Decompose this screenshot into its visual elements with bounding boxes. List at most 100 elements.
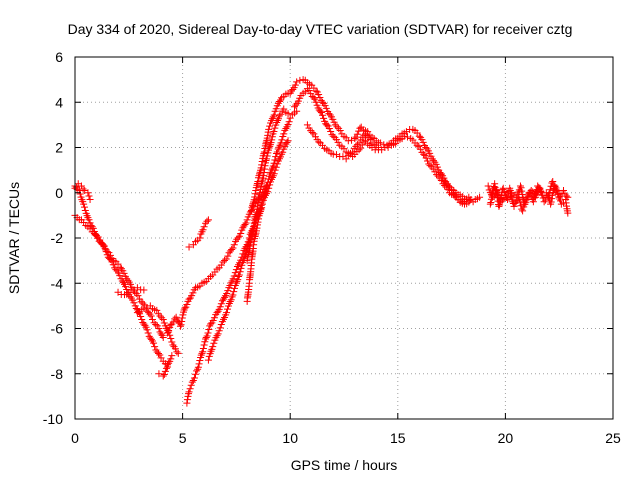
data-point xyxy=(209,317,217,325)
data-point xyxy=(268,115,276,123)
data-point xyxy=(197,351,205,359)
data-point xyxy=(284,110,292,118)
data-point xyxy=(161,367,169,375)
data-point xyxy=(333,123,341,131)
data-point xyxy=(562,192,570,200)
data-point xyxy=(203,217,211,225)
data-point xyxy=(99,241,107,249)
data-point xyxy=(227,296,235,304)
data-point xyxy=(548,195,556,203)
data-point xyxy=(195,360,203,368)
data-point xyxy=(217,300,225,308)
data-point xyxy=(403,133,411,141)
data-point xyxy=(122,283,130,291)
data-point xyxy=(234,234,242,242)
data-point xyxy=(542,189,550,197)
data-point xyxy=(305,87,313,95)
data-point xyxy=(150,339,158,347)
data-point xyxy=(336,126,344,134)
data-point xyxy=(147,312,155,320)
data-point xyxy=(199,348,207,356)
data-point xyxy=(215,327,223,335)
data-point xyxy=(487,195,495,203)
y-tick-label: -4 xyxy=(51,275,64,291)
data-point xyxy=(549,177,557,185)
data-point xyxy=(168,352,176,360)
data-point xyxy=(249,201,257,209)
data-point xyxy=(420,150,428,158)
data-point xyxy=(515,195,523,203)
data-point xyxy=(316,107,324,115)
data-point xyxy=(353,141,361,149)
data-point xyxy=(316,94,324,102)
data-point xyxy=(159,334,167,342)
data-point xyxy=(255,172,263,180)
data-point xyxy=(327,127,335,135)
data-point xyxy=(505,194,513,202)
data-point xyxy=(202,335,210,343)
data-point xyxy=(317,108,325,116)
data-point xyxy=(181,304,189,312)
data-point xyxy=(124,276,132,284)
data-point xyxy=(558,189,566,197)
data-point xyxy=(96,236,104,244)
data-point xyxy=(233,277,241,285)
data-point xyxy=(89,224,97,232)
data-point xyxy=(506,192,514,200)
data-point xyxy=(90,227,98,235)
data-point xyxy=(194,363,202,371)
data-point xyxy=(525,189,533,197)
data-point xyxy=(183,300,191,308)
data-point xyxy=(551,182,559,190)
data-point xyxy=(157,330,165,338)
data-point xyxy=(130,299,138,307)
data-point xyxy=(230,241,238,249)
data-point xyxy=(185,243,193,251)
data-point xyxy=(80,203,88,211)
data-point xyxy=(172,313,180,321)
data-point xyxy=(348,136,356,144)
data-point xyxy=(263,182,271,190)
data-point xyxy=(310,94,318,102)
data-point xyxy=(173,348,181,356)
data-point xyxy=(308,128,316,136)
data-point xyxy=(263,185,271,193)
data-point xyxy=(241,220,249,228)
data-point xyxy=(518,187,526,195)
data-point xyxy=(329,132,337,140)
grid-lines xyxy=(75,57,613,419)
data-point xyxy=(229,244,237,252)
data-point xyxy=(532,189,540,197)
data-point xyxy=(224,252,232,260)
data-point xyxy=(230,272,238,280)
y-axis-label: SDTVAR / TECUs xyxy=(6,182,22,294)
data-point xyxy=(144,329,152,337)
data-point xyxy=(258,158,266,166)
data-point xyxy=(156,312,164,320)
data-point xyxy=(243,216,251,224)
data-point xyxy=(229,291,237,299)
data-point xyxy=(169,341,177,349)
data-point xyxy=(137,298,145,306)
data-point xyxy=(487,198,495,206)
data-point xyxy=(377,139,385,147)
data-point xyxy=(167,335,175,343)
data-point xyxy=(400,132,408,140)
data-point xyxy=(232,266,240,274)
data-point xyxy=(178,314,186,322)
data-point xyxy=(134,292,142,300)
data-point xyxy=(423,157,431,165)
data-point xyxy=(312,98,320,106)
data-point xyxy=(268,133,276,141)
data-point xyxy=(258,200,266,208)
data-point xyxy=(177,321,185,329)
data-point xyxy=(85,216,93,224)
data-point xyxy=(512,193,520,201)
data-point xyxy=(147,335,155,343)
data-point xyxy=(476,193,484,201)
data-point xyxy=(272,153,280,161)
data-point xyxy=(273,148,281,156)
chart-title: Day 334 of 2020, Sidereal Day-to-day VTE… xyxy=(68,21,573,37)
data-point xyxy=(221,293,229,301)
data-point xyxy=(260,150,268,158)
